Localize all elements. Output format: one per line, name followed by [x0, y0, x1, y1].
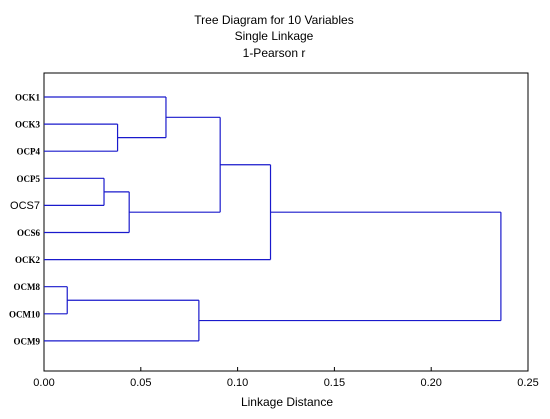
x-tick-label-2: 0.10 [227, 377, 248, 389]
leaf-label-ocm9: OCM9 [14, 336, 41, 346]
dendrogram-branches [44, 96, 502, 342]
leaf-label-ock1: OCK1 [15, 93, 41, 103]
leaf-label-ocp4: OCP4 [17, 147, 41, 157]
leaf-labels: OCK1 OCK3 OCP4 OCP5 OCS7 OCS6 OCK2 OCM8 OCM10 OCM… [9, 93, 40, 347]
x-axis-ticks: 0.00 0.05 0.10 0.15 0.20 0.25 [33, 367, 539, 389]
x-tick-label-5: 0.25 [517, 377, 538, 389]
x-tick-label-4: 0.20 [420, 377, 441, 389]
chart-title-line-3: 1-Pearson r [243, 46, 306, 60]
leaf-label-ocs7: OCS7 [10, 200, 40, 212]
chart-title-line-2: Single Linkage [235, 29, 314, 43]
leaf-label-ocs6: OCS6 [17, 228, 41, 238]
leaf-label-ocp5: OCP5 [17, 174, 41, 184]
chart-title-line-1: Tree Diagram for 10 Variables [194, 13, 353, 27]
x-tick-label-1: 0.05 [130, 377, 151, 389]
x-axis-label: Linkage Distance [241, 395, 333, 409]
x-tick-label-3: 0.15 [324, 377, 345, 389]
leaf-label-ocm8: OCM8 [14, 282, 41, 292]
x-tick-label-0: 0.00 [33, 377, 54, 389]
leaf-label-ock3: OCK3 [15, 120, 41, 130]
leaf-label-ock2: OCK2 [15, 255, 41, 265]
leaf-label-ocm10: OCM10 [9, 309, 40, 319]
plot-frame [43, 72, 529, 372]
